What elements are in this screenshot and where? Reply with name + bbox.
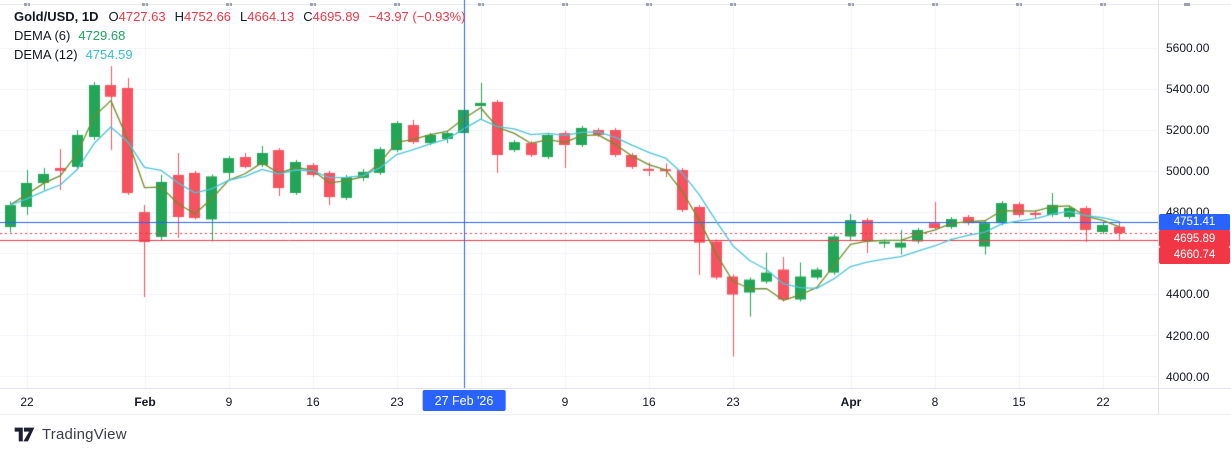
ohlc-item: L4664.13	[240, 9, 295, 24]
time-axis-label: 9	[561, 395, 569, 409]
price-chart-canvas[interactable]	[0, 0, 1158, 388]
time-axis-bottom-divider	[0, 414, 1231, 415]
price-axis-label: 4400.00	[1166, 287, 1210, 302]
time-axis-label: Apr	[840, 395, 862, 409]
price-axis-label: 5600.00	[1166, 41, 1210, 56]
legend: Gold/USD, 1D O4727.63 H4752.66 L4664.13 C469…	[14, 8, 466, 65]
ruler-tick	[1184, 3, 1190, 6]
price-axis[interactable]: 5600.005400.005200.005000.004800.004600.…	[1159, 0, 1231, 388]
price-level-badge: 4695.89	[1159, 230, 1230, 248]
time-axis-label: 23	[390, 395, 404, 409]
ohlc-item: C4695.89	[303, 9, 360, 24]
indicator-value: 4754.59	[85, 47, 133, 62]
legend-symbol-row[interactable]: Gold/USD, 1D O4727.63 H4752.66 L4664.13 C469…	[14, 8, 466, 26]
indicator-name: DEMA (6)	[14, 28, 71, 43]
tradingview-logo-icon	[14, 427, 35, 442]
price-axis-label: 4000.00	[1166, 369, 1210, 384]
time-axis-label: Feb	[134, 395, 156, 409]
ohlc-item: O4727.63	[108, 9, 166, 24]
time-axis-label: 15	[1012, 395, 1026, 409]
indicator-name: DEMA (12)	[14, 47, 78, 62]
time-axis-label: 16	[306, 395, 320, 409]
ohlc-values: O4727.63 H4752.66 L4664.13 C4695.89	[109, 9, 369, 24]
indicator-rows: DEMA (6) 4729.68 DEMA (12) 4754.59	[14, 27, 466, 64]
time-axis-divider	[0, 388, 1231, 389]
price-axis-divider	[1158, 0, 1159, 414]
time-axis-label: 16	[642, 395, 656, 409]
price-axis-label: 4200.00	[1166, 328, 1210, 343]
price-axis-label: 5200.00	[1166, 123, 1210, 138]
ohlc-item: H4752.66	[174, 9, 232, 24]
indicator-value: 4729.68	[78, 28, 126, 43]
indicator-legend-row[interactable]: DEMA (12) 4754.59	[14, 46, 466, 64]
crosshair-date-badge: 27 Feb '26	[422, 390, 506, 411]
time-axis[interactable]: 27 Feb '26 22 Feb 9 16 23 9 16 23 Apr 8 15 22	[0, 389, 1231, 414]
symbol-title[interactable]: Gold/USD, 1D	[14, 9, 99, 24]
price-axis-label: 5000.00	[1166, 164, 1210, 179]
time-axis-label: 9	[225, 395, 233, 409]
price-level-badge: 4660.74	[1159, 246, 1230, 264]
time-axis-label: 23	[726, 395, 740, 409]
price-axis-label: 5400.00	[1166, 82, 1210, 97]
change-value: −43.97 (−0.93%)	[368, 9, 466, 24]
price-level-badge: 4751.41	[1159, 213, 1230, 231]
time-axis-label: 8	[931, 395, 939, 409]
time-axis-label: 22	[1096, 395, 1110, 409]
tradingview-watermark[interactable]: TradingView	[14, 426, 127, 443]
indicator-legend-row[interactable]: DEMA (6) 4729.68	[14, 27, 466, 45]
watermark-text: TradingView	[42, 426, 127, 443]
time-axis-label: 22	[20, 395, 34, 409]
